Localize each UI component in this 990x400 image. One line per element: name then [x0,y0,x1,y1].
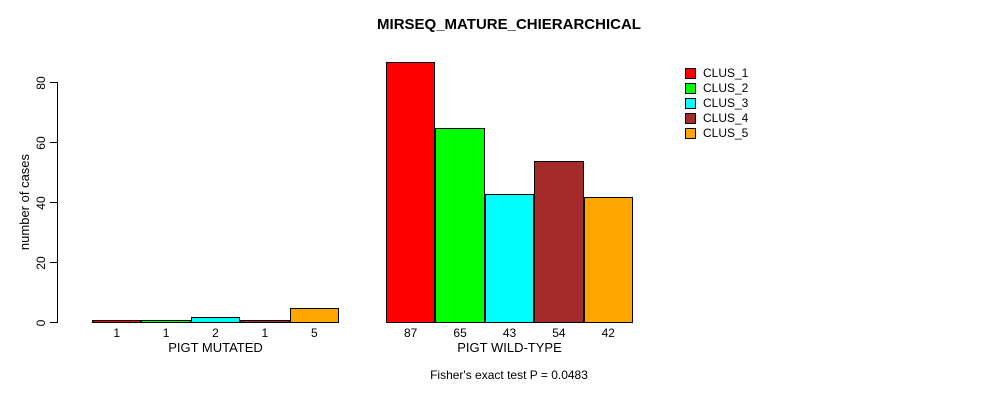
bar-clus_2-wild-type [435,128,485,323]
legend: CLUS_1 CLUS_2 CLUS_3 CLUS_4 CLUS_5 [685,66,748,141]
y-tick-label: 60 [34,136,48,150]
y-axis-title: number of cases [16,153,32,251]
bar-value-label: 2 [212,326,219,340]
bar-clus_1-wild-type [386,62,436,323]
y-tick-label: 0 [34,319,48,327]
y-tick-label: 80 [34,76,48,90]
bar-clus_5-wild-type [583,197,633,323]
bar-clus_3-wild-type [484,194,535,323]
chart-title: MIRSEQ_MATURE_CHIERARCHICAL [377,16,641,33]
legend-row: CLUS_1 [685,66,748,81]
bar-value-label: 42 [601,326,615,340]
bar-clus_3-mutated [190,317,241,323]
bar-value-label: 87 [404,326,418,340]
bar-clus_4-wild-type [534,161,584,323]
bar-value-label: 5 [310,326,318,340]
y-axis-line [57,82,58,323]
legend-swatch-icon [685,68,696,79]
legend-label: CLUS_4 [703,111,749,125]
bar-value-label: 43 [502,326,517,340]
bar-value-label: 1 [261,326,269,340]
bar-value-label: 65 [453,326,467,340]
bar-clus_2-mutated [141,320,191,323]
y-tick-label: 20 [34,256,48,270]
legend-swatch-icon [685,98,696,109]
group-label-pigt-wild-type: PIGT WILD-TYPE [457,340,562,355]
legend-row: CLUS_4 [685,111,748,126]
y-tick-mark [50,202,57,203]
legend-swatch-icon [685,83,696,94]
legend-swatch-icon [685,113,696,124]
legend-swatch-icon [685,128,696,139]
bar-value-label: 1 [113,326,121,340]
y-tick-mark [50,82,57,83]
fisher-test-annotation: Fisher's exact test P = 0.0483 [430,368,588,382]
legend-row: CLUS_3 [685,96,748,111]
group-label-pigt-mutated: PIGT MUTATED [168,340,263,355]
legend-row: CLUS_5 [685,126,748,141]
bar-clus_1-mutated [92,320,142,323]
y-tick-mark [50,142,57,143]
y-tick-mark [50,262,57,263]
legend-label: CLUS_1 [703,66,749,80]
y-tick-label: 40 [34,196,48,210]
legend-label: CLUS_2 [703,81,749,95]
legend-label: CLUS_5 [703,126,749,140]
legend-label: CLUS_3 [703,96,749,110]
bar-clus_5-mutated [289,308,339,323]
legend-row: CLUS_2 [685,81,748,96]
y-tick-mark [50,322,57,323]
bar-value-label: 1 [162,326,170,340]
bar-clus_4-mutated [240,320,290,323]
bar-value-label: 54 [552,326,566,340]
